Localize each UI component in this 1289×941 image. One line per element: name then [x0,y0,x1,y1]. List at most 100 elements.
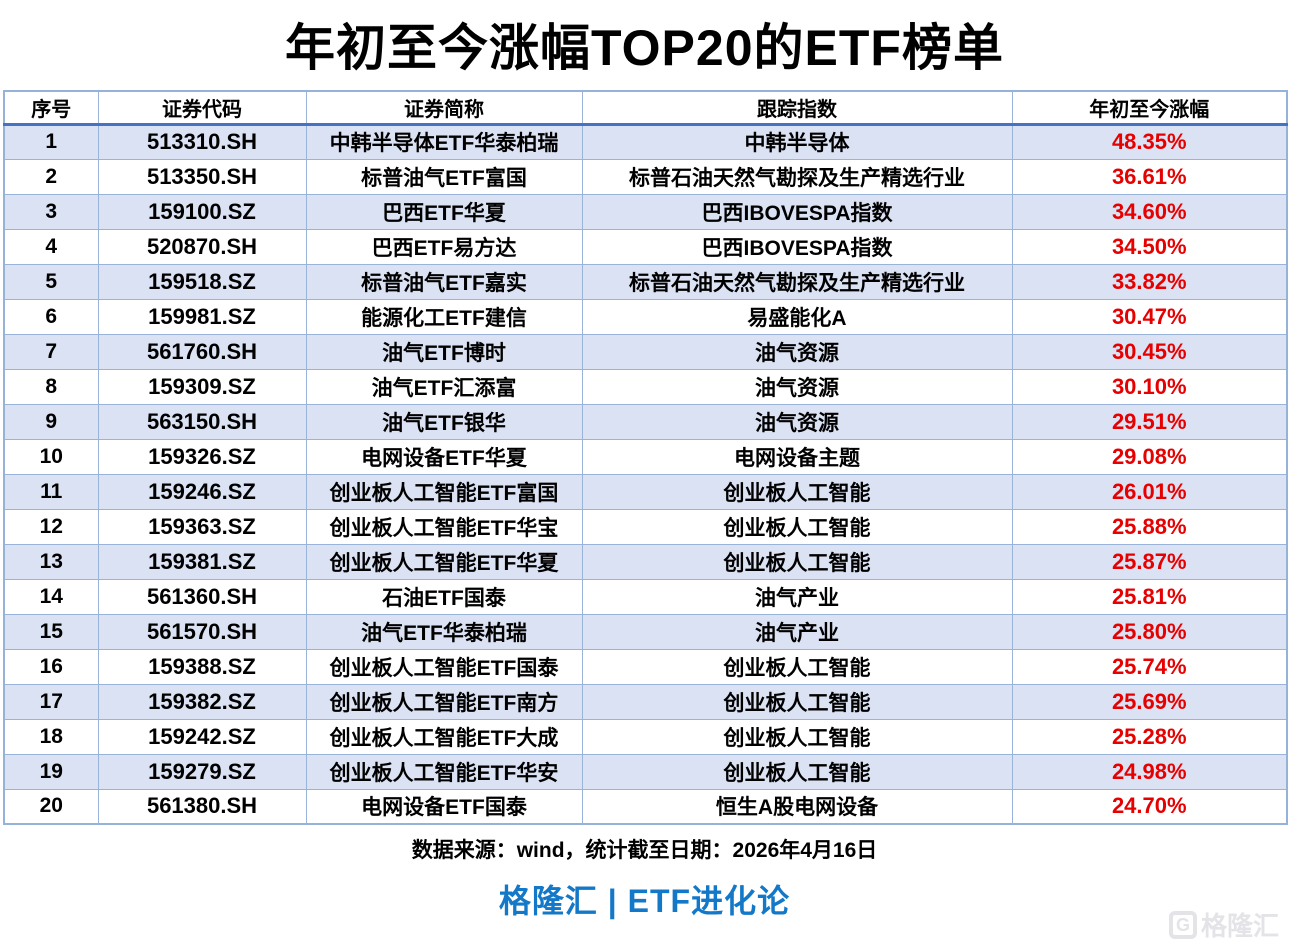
rank-cell: 13 [3,543,99,580]
gain-cell: 25.80% [1011,613,1288,650]
data-source-note: 数据来源：wind，统计截至日期：2026年4月16日 [411,839,878,862]
rank-cell: 9 [3,403,99,440]
gain-cell: 30.45% [1011,333,1288,370]
code-cell: 513350.SH [97,158,307,195]
name-cell: 标普油气ETF嘉实 [305,263,583,300]
code-cell: 561360.SH [97,578,307,615]
index-cell: 创业板人工智能 [581,648,1013,685]
gain-cell: 36.61% [1011,158,1288,195]
code-cell: 159246.SZ [97,473,307,510]
index-cell: 巴西IBOVESPA指数 [581,193,1013,230]
index-cell: 电网设备主题 [581,438,1013,475]
name-cell: 创业板人工智能ETF国泰 [305,648,583,685]
gain-cell: 25.69% [1011,683,1288,720]
page-title: 年初至今涨幅TOP20的ETF榜单 [285,20,1004,76]
code-cell: 159518.SZ [97,263,307,300]
name-cell: 电网设备ETF华夏 [305,438,583,475]
watermark-text: 格隆汇 [1200,911,1279,941]
table-row: 17 159382.SZ 创业板人工智能ETF南方 创业板人工智能 25.69% [3,683,1288,720]
gain-cell: 34.60% [1011,193,1288,230]
gain-cell: 25.88% [1011,508,1288,545]
table-row: 11 159246.SZ 创业板人工智能ETF富国 创业板人工智能 26.01% [3,473,1288,510]
gain-cell: 24.70% [1011,788,1288,825]
table-row: 5 159518.SZ 标普油气ETF嘉实 标普石油天然气勘探及生产精选行业 33.82… [3,263,1288,300]
gain-cell: 34.50% [1011,228,1288,265]
code-cell: 159309.SZ [97,368,307,405]
etf-ranking-table: 序号 证券代码 证券简称 跟踪指数 年初至今涨幅 1 513310.SH 中韩半导体… [3,90,1288,825]
header-row: 序号 证券代码 证券简称 跟踪指数 年初至今涨幅 [3,90,1288,126]
code-cell: 561760.SH [97,333,307,370]
header-gain: 年初至今涨幅 [1011,90,1288,126]
table-row: 13 159381.SZ 创业板人工智能ETF华夏 创业板人工智能 25.87% [3,543,1288,580]
table-row: 2 513350.SH 标普油气ETF富国 标普石油天然气勘探及生产精选行业 36.61… [3,158,1288,195]
table-body: 1 513310.SH 中韩半导体ETF华泰柏瑞 中韩半导体 48.35% 2 513350… [3,123,1288,825]
index-cell: 标普石油天然气勘探及生产精选行业 [581,263,1013,300]
index-cell: 创业板人工智能 [581,718,1013,755]
index-cell: 创业板人工智能 [581,508,1013,545]
gelonghui-logo-icon: G [1168,910,1197,939]
gain-cell: 25.87% [1011,543,1288,580]
name-cell: 中韩半导体ETF华泰柏瑞 [305,123,583,160]
rank-cell: 12 [3,508,99,545]
rank-cell: 11 [3,473,99,510]
code-cell: 159363.SZ [97,508,307,545]
name-cell: 创业板人工智能ETF大成 [305,718,583,755]
header-index: 跟踪指数 [581,90,1013,126]
name-cell: 创业板人工智能ETF富国 [305,473,583,510]
table-row: 9 563150.SH 油气ETF银华 油气资源 29.51% [3,403,1288,440]
name-cell: 创业板人工智能ETF华夏 [305,543,583,580]
header-name: 证券简称 [305,90,583,126]
rank-cell: 18 [3,718,99,755]
table-row: 18 159242.SZ 创业板人工智能ETF大成 创业板人工智能 25.28% [3,718,1288,755]
index-cell: 创业板人工智能 [581,543,1013,580]
name-cell: 油气ETF华泰柏瑞 [305,613,583,650]
table-header: 序号 证券代码 证券简称 跟踪指数 年初至今涨幅 [3,90,1288,126]
index-cell: 油气资源 [581,368,1013,405]
name-cell: 油气ETF博时 [305,333,583,370]
index-cell: 易盛能化A [581,298,1013,335]
name-cell: 创业板人工智能ETF华宝 [305,508,583,545]
gain-cell: 26.01% [1011,473,1288,510]
index-cell: 创业板人工智能 [581,473,1013,510]
table-row: 1 513310.SH 中韩半导体ETF华泰柏瑞 中韩半导体 48.35% [3,123,1288,160]
code-cell: 561570.SH [97,613,307,650]
code-cell: 159279.SZ [97,753,307,790]
code-cell: 159382.SZ [97,683,307,720]
index-cell: 中韩半导体 [581,123,1013,160]
gain-cell: 29.08% [1011,438,1288,475]
table-row: 4 520870.SH 巴西ETF易方达 巴西IBOVESPA指数 34.50% [3,228,1288,265]
gain-cell: 24.98% [1011,753,1288,790]
table-row: 12 159363.SZ 创业板人工智能ETF华宝 创业板人工智能 25.88% [3,508,1288,545]
gain-cell: 25.81% [1011,578,1288,615]
index-cell: 油气资源 [581,403,1013,440]
gain-cell: 25.74% [1011,648,1288,685]
rank-cell: 7 [3,333,99,370]
name-cell: 油气ETF汇添富 [305,368,583,405]
name-cell: 石油ETF国泰 [305,578,583,615]
name-cell: 电网设备ETF国泰 [305,788,583,825]
index-cell: 油气产业 [581,578,1013,615]
table-row: 3 159100.SZ 巴西ETF华夏 巴西IBOVESPA指数 34.60% [3,193,1288,230]
name-cell: 创业板人工智能ETF华安 [305,753,583,790]
code-cell: 520870.SH [97,228,307,265]
rank-cell: 17 [3,683,99,720]
rank-cell: 3 [3,193,99,230]
table-row: 8 159309.SZ 油气ETF汇添富 油气资源 30.10% [3,368,1288,405]
gain-cell: 30.47% [1011,298,1288,335]
name-cell: 巴西ETF华夏 [305,193,583,230]
name-cell: 创业板人工智能ETF南方 [305,683,583,720]
code-cell: 159242.SZ [97,718,307,755]
code-cell: 159381.SZ [97,543,307,580]
code-cell: 159326.SZ [97,438,307,475]
code-cell: 159388.SZ [97,648,307,685]
gain-cell: 30.10% [1011,368,1288,405]
code-cell: 563150.SH [97,403,307,440]
index-cell: 标普石油天然气勘探及生产精选行业 [581,158,1013,195]
page: 年初至今涨幅TOP20的ETF榜单 序号 证券代码 证券简称 跟踪指数 年初至今… [0,8,1289,941]
rank-cell: 14 [3,578,99,615]
gain-cell: 48.35% [1011,123,1288,160]
table-row: 6 159981.SZ 能源化工ETF建信 易盛能化A 30.47% [3,298,1288,335]
table-row: 15 561570.SH 油气ETF华泰柏瑞 油气产业 25.80% [3,613,1288,650]
index-cell: 巴西IBOVESPA指数 [581,228,1013,265]
rank-cell: 1 [3,123,99,160]
